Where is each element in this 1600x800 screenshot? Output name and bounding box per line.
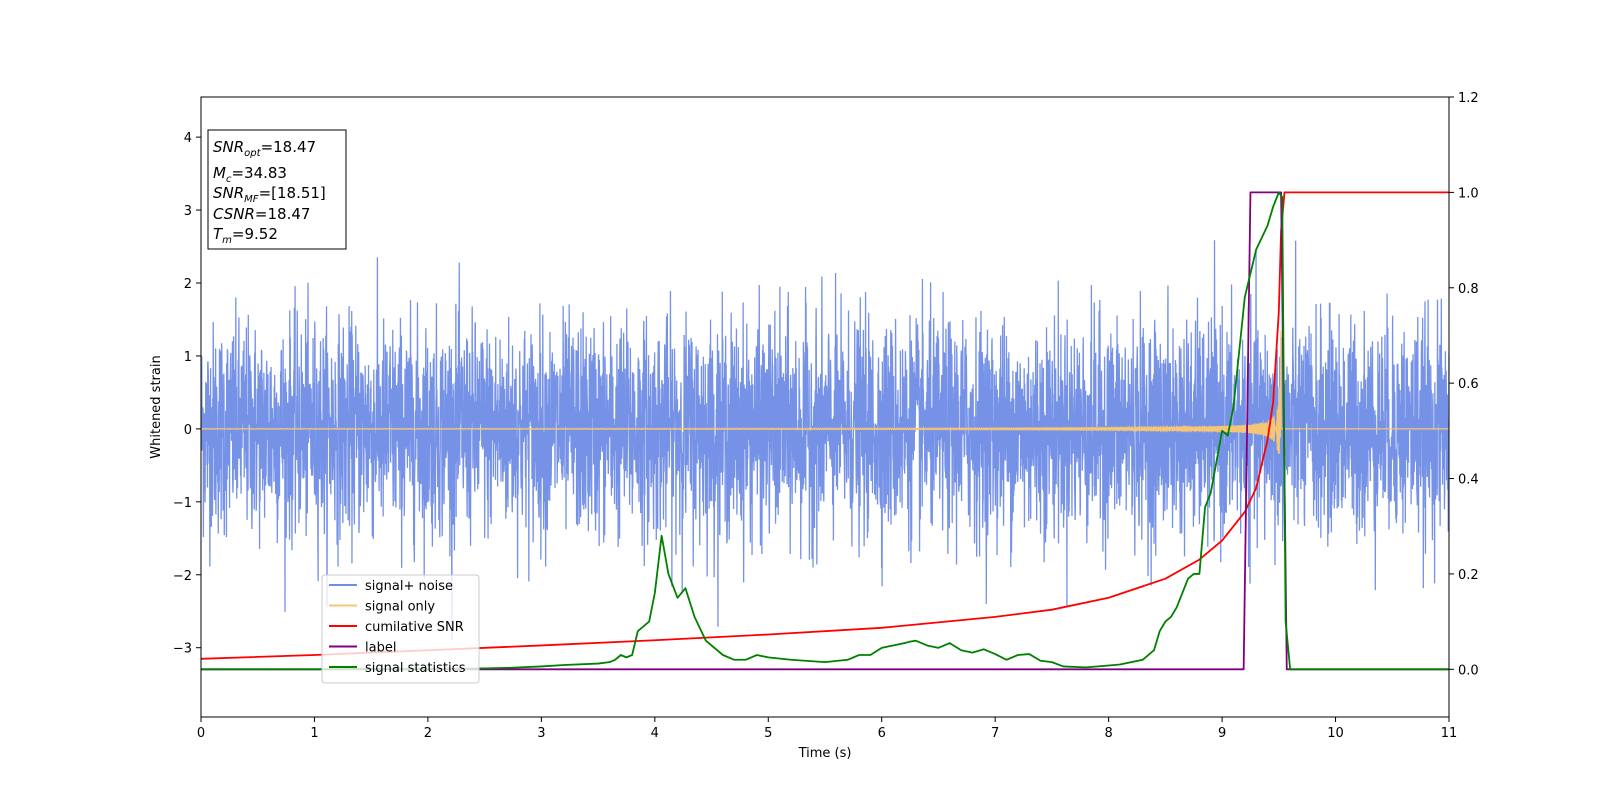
y-tick-label-left: −3 [173,642,192,657]
x-tick-label: 10 [1327,726,1344,741]
y-tick-label-right: 0.6 [1458,377,1479,392]
y-tick-label-right: 0.0 [1458,663,1479,678]
info-box-frame [207,129,347,250]
x-tick-label: 1 [310,726,318,741]
x-tick-label: 2 [424,726,432,741]
x-tick-label: 5 [764,726,772,741]
y-tick-label-left: 2 [184,277,192,292]
legend-label: signal only [365,600,435,615]
y-tick-label-left: 3 [184,204,192,219]
y-tick-label-left: 0 [184,423,192,438]
x-tick-label: 7 [991,726,999,741]
y-tick-label-left: 1 [184,350,192,365]
info-box-line: SNRopt=18.47 [213,138,316,159]
info-box-line: Mc=34.83 [213,164,287,185]
series-signal-statistics [201,191,1449,671]
info-box-line: SNRMF=[18.51] [213,184,326,205]
x-tick-label: 0 [197,726,205,741]
series-cumulative-snr [201,191,1449,660]
y-axis-label-left: Whitened strain [149,355,164,458]
legend-frame [321,574,480,684]
legend-label: signal statistics [365,661,466,676]
y-tick-label-right: 0.8 [1458,282,1479,297]
x-tick-label: 9 [1218,726,1226,741]
y-tick-label-left: 4 [184,131,192,146]
x-tick-label: 6 [878,726,886,741]
y-tick-label-right: 1.2 [1458,91,1479,106]
legend-label: label [365,641,396,656]
y-tick-label-right: 1.0 [1458,186,1479,201]
y-tick-label-right: 0.2 [1458,568,1479,583]
x-tick-label: 3 [537,726,545,741]
x-tick-label: 11 [1441,726,1458,741]
ticks-layer: 0 1 2 3 4 5 6 7 8 9 10 11 −3 −2 −1 0 1 2 3 4 0.0 0.2 0.4 0.6 0.8… [173,91,1479,741]
series-signal-only [201,330,1449,454]
x-tick-label: 8 [1104,726,1112,741]
y-tick-label-left: −2 [173,569,192,584]
legend: signal+ noise signal only cumilative SNR la… [321,574,480,684]
legend-label: cumilative SNR [365,620,464,635]
info-box-line: CSNR=18.47 [213,205,310,223]
series-layer [201,191,1449,671]
plot-frame [200,96,1450,718]
x-tick-label: 4 [651,726,659,741]
series-signal-plus-noise [201,240,1449,641]
y-tick-label-right: 0.4 [1458,473,1479,488]
info-box: SNRopt=18.47 Mc=34.83SNRMF=[18.51]CSNR=18… [207,129,347,250]
info-box-line: Tm=9.52 [213,225,278,246]
legend-label: signal+ noise [365,579,453,594]
y-tick-label-left: −1 [173,496,192,511]
x-axis-label: Time (s) [798,746,852,761]
